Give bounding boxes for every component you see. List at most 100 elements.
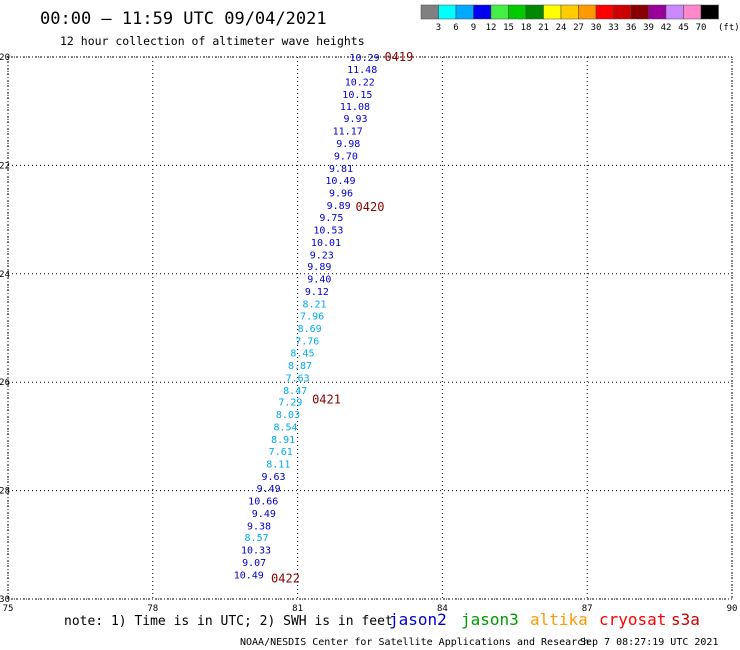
legend-swatch [578,4,597,20]
swh-value: 8.69 [298,324,322,335]
swh-value: 10.01 [311,238,341,249]
swh-value: 8.87 [288,361,312,372]
x-tick-label: 84 [437,604,448,614]
legend-swatch [420,4,439,20]
legend-swatch [665,4,684,20]
legend-swatch [455,4,474,20]
legend-swatch [543,4,562,20]
legend-swatch [700,4,719,20]
legend-swatch [613,4,632,20]
footer-timestamp: Sep 7 08:27:19 UTC 2021 [580,637,718,648]
legend-tick-label: 24 [556,23,567,33]
swh-value: 10.29 [350,53,380,64]
swh-value: 8.54 [274,423,298,434]
swh-value: 8.11 [266,460,290,471]
time-label: 0419 [384,50,413,64]
swh-value: 8.91 [271,435,295,446]
swh-value: 9.63 [261,472,285,483]
legend-tick-label: 9 [471,23,476,33]
swh-value: 10.15 [342,90,372,101]
legend-tick-label: 6 [453,23,458,33]
time-label: 0422 [271,571,300,585]
swh-value: 10.53 [313,225,343,236]
legend-swatch [473,4,492,20]
x-tick-label: 75 [3,604,14,614]
swh-value: 11.17 [333,127,363,138]
legend-tick-label: 33 [608,23,619,33]
legend-swatch [595,4,614,20]
legend-tick-label: 27 [573,23,584,33]
y-tick-label: -26 [0,378,10,388]
time-labels: 0419 0420 0421 0422 [271,50,413,585]
legend-unit: (ft) [718,23,740,33]
satellite-altika: altika [530,610,588,629]
y-tick-label: -24 [0,270,10,280]
x-tick-label: 87 [582,604,593,614]
axis-ticks: 75 78 81 84 87 90 -20 -22 -24 -26 -28 -30 [0,53,737,614]
swh-value: 10.66 [248,496,278,507]
swh-value: 9.96 [329,189,353,200]
swh-value: 8.47 [283,386,307,397]
swh-value: 9.40 [307,275,331,286]
footer-credit: NOAA/NESDIS Center for Satellite Applica… [240,637,589,648]
legend-tick-label: 70 [696,23,707,33]
swh-value: 9.75 [319,213,343,224]
y-tick-label: -22 [0,161,10,171]
legend-swatch [630,4,649,20]
swh-value: 11.08 [340,102,370,113]
legend-tick-label: 18 [521,23,532,33]
legend-tick-label: 15 [503,23,514,33]
legend-tick-label: 21 [538,23,549,33]
plot-grid [7,56,733,600]
chart-subtitle: 12 hour collection of altimeter wave hei… [60,34,365,48]
time-label: 0420 [356,200,385,214]
chart-title: 00:00 – 11:59 UTC 09/04/2021 [40,9,327,29]
satellite-legend: jason2 jason3 altika cryosat s3a [389,610,700,629]
swh-value: 9.12 [305,287,329,298]
legend-tick-label: 12 [486,23,497,33]
swh-value: 7.29 [278,398,302,409]
swh-value: 9.89 [327,201,351,212]
swh-value: 9.81 [329,164,353,175]
legend-tick-label: 45 [678,23,689,33]
swh-value: 8.21 [302,300,326,311]
legend-tick-label: 30 [591,23,602,33]
y-tick-label: -20 [0,53,10,63]
legend-tick-label: 36 [626,23,637,33]
swh-value: 7.63 [286,373,310,384]
swh-value: 9.49 [252,509,276,520]
note-text: note: 1) Time is in UTC; 2) SWH is in fe… [64,614,393,629]
swh-value: 11.48 [347,65,377,76]
legend-tick-label: 42 [661,23,672,33]
swh-value: 7.61 [269,447,293,458]
x-tick-label: 81 [292,604,303,614]
y-tick-label: -28 [0,487,10,497]
swh-value: 7.76 [295,336,319,347]
plot-border [7,56,733,600]
swh-value: 10.49 [325,176,355,187]
satellite-s3a: s3a [671,610,700,629]
swh-value: 9.98 [336,139,360,150]
x-tick-label: 78 [147,604,158,614]
color-scale-legend: 3 6 9 12 15 18 21 24 27 30 33 36 39 42 45 70 [420,4,719,33]
x-tick-label: 90 [727,604,738,614]
legend-swatch [560,4,579,20]
satellite-cryosat: cryosat [599,610,666,629]
swh-value: 9.23 [310,250,334,261]
swh-value: 9.70 [334,152,358,163]
legend-swatch [525,4,544,20]
swh-value: 9.93 [343,114,367,125]
swh-value: 9.38 [247,521,271,532]
swh-value: 9.49 [257,484,281,495]
swh-value: 10.49 [234,571,264,582]
swh-value: 9.89 [307,262,331,273]
legend-tick-label: 39 [643,23,654,33]
legend-swatch [438,4,457,20]
swh-value: 9.07 [242,558,266,569]
swh-value: 7.96 [300,312,324,323]
legend-tick-label: 3 [436,23,441,33]
swh-value: 10.22 [345,77,375,88]
swh-value: 8.45 [290,348,314,359]
